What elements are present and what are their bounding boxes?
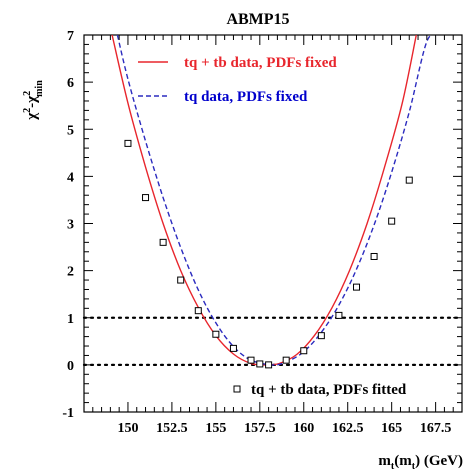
y-axis-label-sub: min xyxy=(34,80,45,97)
legend: tq + tb data, PDFs fixed tq data, PDFs fi… xyxy=(138,55,407,398)
x-tick-label: 165 xyxy=(381,421,402,436)
legend-swatch-marker xyxy=(233,385,241,393)
x-tick-label: 167.5 xyxy=(420,421,452,436)
y-axis-label-sq2: 2 xyxy=(22,91,33,96)
y-tick-label: 6 xyxy=(67,76,74,91)
y-axis-label: χ2-χ2min xyxy=(22,80,45,121)
series-tq-dashed-line xyxy=(116,35,440,366)
x-tick-label: 157.5 xyxy=(244,421,276,436)
ticks-layer: -1 0 1 2 3 4 5 6 7 150 152.5 155 157.5 160 162.5 165 167… xyxy=(62,29,463,436)
y-tick-label: 5 xyxy=(67,123,74,138)
fitted-marker xyxy=(388,217,396,225)
legend-label-marker: tq + tb data, PDFs fitted xyxy=(251,382,407,398)
x-tick-label: 150 xyxy=(117,421,138,436)
fitted-marker xyxy=(265,361,273,369)
fitted-marker xyxy=(247,356,255,364)
x-tick-label: 162.5 xyxy=(332,421,364,436)
fitted-marker xyxy=(353,283,361,291)
x-axis-label-m: m xyxy=(378,453,391,469)
x-axis-label-unit: ) (GeV) xyxy=(415,453,463,469)
y-tick-label: 1 xyxy=(67,312,74,327)
reference-lines xyxy=(82,316,464,366)
legend-label-solid: tq + tb data, PDFs fixed xyxy=(184,55,337,71)
fitted-marker xyxy=(282,356,290,364)
y-tick-label: 2 xyxy=(67,265,74,280)
series-tq-tb-solid-line xyxy=(111,35,417,366)
y-tick-label: 0 xyxy=(67,359,74,374)
fitted-marker xyxy=(177,276,185,284)
fitted-marker xyxy=(124,139,132,147)
x-axis-label-open: (m xyxy=(394,453,412,469)
y-tick-label: 4 xyxy=(67,170,74,185)
chart-title: ABMP15 xyxy=(226,11,289,28)
y-axis-label-sq: 2 xyxy=(22,108,33,113)
x-tick-label: 155 xyxy=(205,421,226,436)
fitted-marker xyxy=(300,347,308,355)
fitted-marker xyxy=(370,252,378,260)
fitted-marker xyxy=(335,311,343,319)
x-axis-label-sub1: t xyxy=(391,461,395,472)
fitted-marker xyxy=(256,360,264,368)
y-axis-label-dash: -χ xyxy=(24,95,40,108)
fitted-marker xyxy=(142,194,150,202)
legend-label-dashed: tq data, PDFs fixed xyxy=(184,89,308,105)
x-axis-label-sub2: t xyxy=(412,461,416,472)
series-layer xyxy=(111,35,440,369)
fitted-marker xyxy=(317,332,325,340)
fitted-marker xyxy=(212,330,220,338)
x-tick-label: 160 xyxy=(293,421,314,436)
fitted-marker xyxy=(229,344,237,352)
fitted-marker xyxy=(159,238,167,246)
fitted-marker xyxy=(194,307,202,315)
y-tick-label: 7 xyxy=(67,29,74,44)
y-tick-label: -1 xyxy=(62,406,74,421)
y-tick-label: 3 xyxy=(67,218,74,233)
fitted-marker xyxy=(405,176,413,184)
y-axis-label-chi: χ xyxy=(24,112,40,121)
x-tick-label: 152.5 xyxy=(156,421,188,436)
x-axis-label: mt(mt) (GeV) xyxy=(378,453,463,472)
